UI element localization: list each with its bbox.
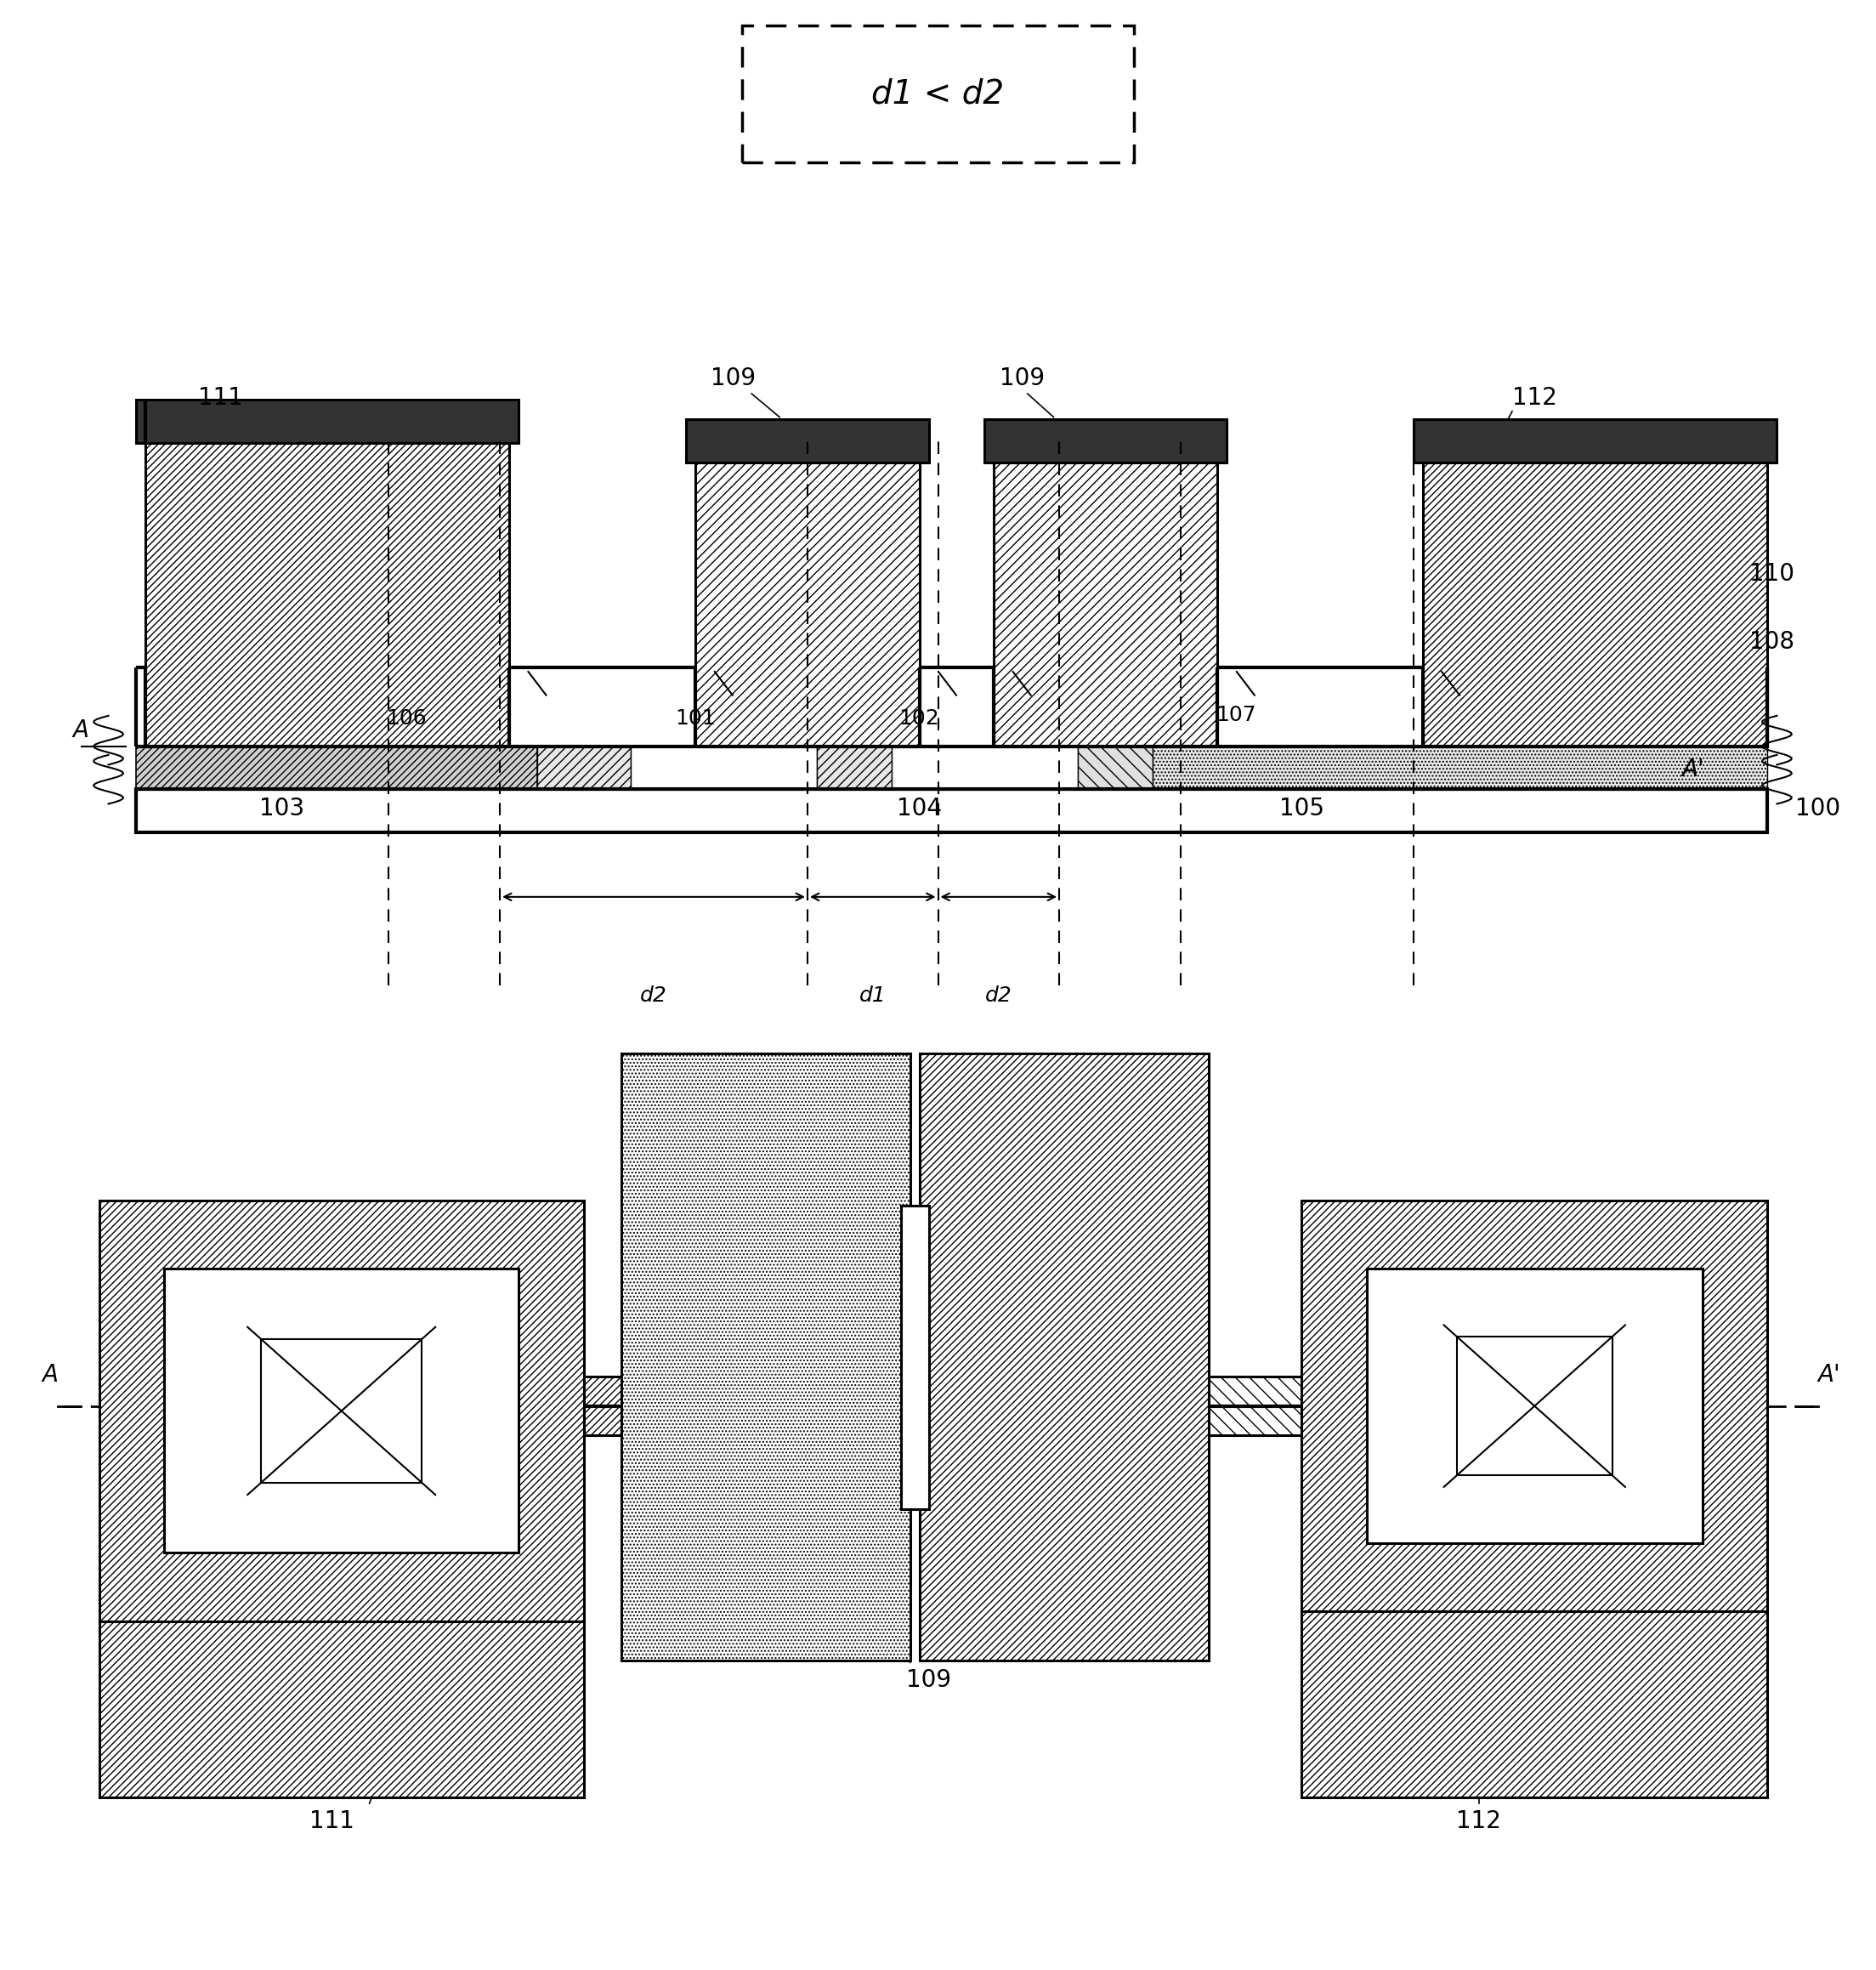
Bar: [1302, 1200, 1767, 1611]
Bar: [621, 1054, 910, 1661]
Text: A': A': [1681, 758, 1703, 782]
Bar: [146, 443, 508, 747]
Bar: [1413, 420, 1777, 463]
Text: d1: d1: [859, 985, 885, 1005]
Text: 109: 109: [906, 1669, 951, 1692]
Bar: [99, 1200, 583, 1621]
Text: d1 < d2: d1 < d2: [872, 79, 1004, 110]
Text: 107: 107: [1216, 705, 1257, 725]
Bar: [261, 1340, 422, 1483]
Bar: [994, 463, 1218, 747]
Text: 109: 109: [711, 366, 756, 390]
Bar: [137, 747, 537, 790]
Text: A': A': [1818, 1363, 1840, 1387]
Bar: [985, 420, 1227, 463]
Bar: [1079, 747, 1152, 790]
Bar: [537, 747, 630, 790]
Bar: [1218, 668, 1422, 747]
Text: 112: 112: [1456, 1808, 1501, 1832]
Bar: [1422, 463, 1767, 747]
Bar: [687, 420, 929, 463]
Bar: [137, 400, 518, 443]
Bar: [696, 463, 919, 747]
Bar: [1152, 747, 1767, 790]
Bar: [919, 668, 994, 747]
Bar: [99, 1621, 583, 1799]
Text: 108: 108: [1748, 630, 1793, 654]
Bar: [1458, 1338, 1611, 1476]
Bar: [137, 790, 1767, 831]
Text: 105: 105: [1279, 796, 1324, 821]
Text: 100: 100: [1795, 796, 1840, 821]
Bar: [891, 747, 1079, 790]
Bar: [816, 747, 891, 790]
Text: A: A: [41, 1363, 58, 1387]
Bar: [1368, 1269, 1702, 1543]
Text: 101: 101: [675, 709, 717, 729]
Bar: [1302, 1611, 1767, 1799]
Text: 103: 103: [259, 796, 304, 821]
Text: 106: 106: [386, 709, 428, 729]
Bar: [583, 1377, 621, 1436]
FancyBboxPatch shape: [743, 26, 1133, 164]
Text: A: A: [73, 719, 88, 743]
Bar: [900, 1206, 929, 1509]
Text: 104: 104: [897, 796, 942, 821]
Bar: [165, 1269, 518, 1552]
Bar: [630, 747, 816, 790]
Text: 110: 110: [1748, 561, 1793, 585]
Text: d2: d2: [640, 985, 668, 1005]
Text: 109: 109: [1000, 366, 1045, 390]
Bar: [1208, 1377, 1302, 1436]
Text: 111: 111: [197, 386, 242, 410]
Text: 112: 112: [1512, 386, 1557, 410]
Text: 111: 111: [310, 1808, 355, 1832]
Bar: [919, 1054, 1208, 1661]
Text: 102: 102: [899, 709, 940, 729]
Bar: [508, 668, 696, 747]
Text: d2: d2: [985, 985, 1011, 1005]
